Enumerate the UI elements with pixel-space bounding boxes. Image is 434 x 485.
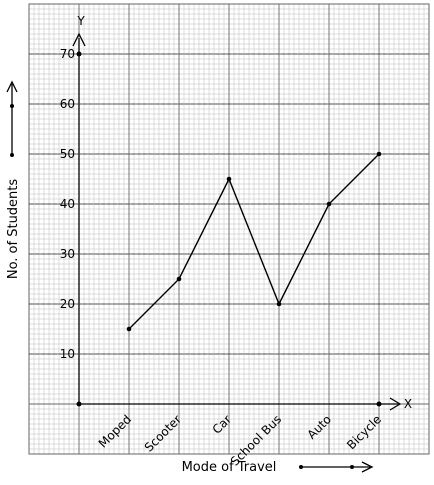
data-point — [326, 201, 332, 207]
series-students — [126, 151, 382, 332]
origin-point — [76, 401, 82, 407]
data-point — [176, 276, 182, 282]
data-point — [126, 326, 132, 332]
series-line — [128, 153, 380, 330]
data-point — [376, 151, 382, 157]
y-tick-label: 70 — [60, 47, 75, 61]
y-tick-label: 60 — [60, 97, 75, 111]
y-tick-label: 20 — [60, 297, 75, 311]
y-axis-name: Y — [76, 14, 85, 28]
y-tick-labels: 10 20 30 40 50 60 70 — [29, 47, 429, 361]
y-tick-label: 10 — [60, 347, 75, 361]
x-direction-arrow — [299, 461, 374, 473]
x-axis-name: X — [404, 397, 412, 411]
y-tick-label: 40 — [60, 197, 75, 211]
y-direction-arrow — [6, 80, 18, 157]
axes: Y X — [72, 14, 412, 411]
axis-titles: Mode of Travel No. of Students — [6, 80, 374, 475]
y-axis-top-point — [76, 51, 82, 57]
y-axis-arrowhead — [72, 32, 86, 47]
y-axis-title: No. of Students — [6, 179, 21, 280]
data-point — [276, 301, 282, 307]
x-axis-end-point — [376, 401, 382, 407]
x-axis-title: Mode of Travel — [182, 460, 277, 475]
graph-paper-grid — [28, 3, 430, 455]
y-tick-label: 30 — [60, 247, 75, 261]
x-axis-arrowhead — [389, 397, 402, 411]
data-point — [226, 176, 232, 182]
y-tick-label: 50 — [60, 147, 75, 161]
